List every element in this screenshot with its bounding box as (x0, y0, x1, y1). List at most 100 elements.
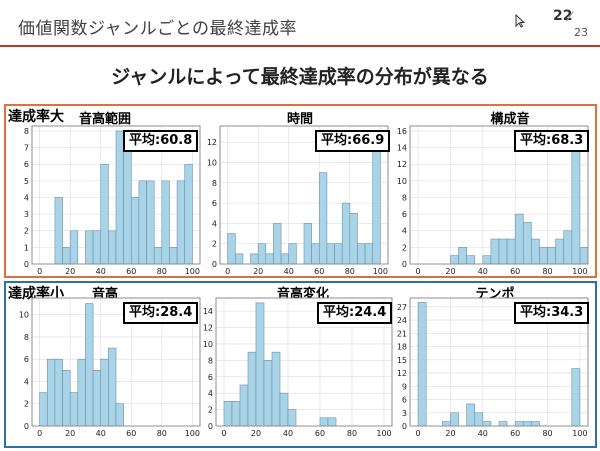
y-tick-label: 4 (24, 377, 29, 386)
y-tick-label: 12 (207, 138, 217, 147)
mouse-cursor-icon (515, 14, 525, 28)
x-tick-label: 40 (284, 267, 294, 276)
y-tick-label: 15 (397, 356, 407, 365)
x-tick-label: 60 (315, 429, 325, 438)
y-tick-label: 10 (19, 311, 29, 320)
y-tick-label: 8 (208, 356, 213, 365)
x-tick-label: 20 (65, 429, 75, 438)
x-tick-label: 20 (445, 429, 455, 438)
histogram-bar (287, 409, 297, 427)
x-tick-label: 20 (445, 267, 455, 276)
histogram-bar (506, 238, 516, 265)
plot-border (409, 125, 589, 265)
y-tick-label: 0 (24, 422, 29, 431)
histogram-bar (85, 303, 94, 427)
y-tick-label: 10 (203, 340, 213, 349)
histogram-bar (571, 368, 581, 427)
y-tick-label: 8 (24, 127, 29, 136)
x-tick-label: 0 (221, 429, 226, 438)
histogram-bar (318, 172, 328, 265)
histogram-bar (100, 163, 109, 265)
x-tick-label: 60 (510, 429, 520, 438)
histogram-bar (138, 180, 147, 265)
histogram-bar (326, 243, 335, 265)
y-tick-label: 2 (24, 400, 29, 409)
y-tick-label: 18 (397, 343, 407, 352)
histogram-bar (176, 180, 186, 265)
high-achievement-group (4, 104, 597, 278)
x-tick-label: 80 (157, 429, 167, 438)
title-rule (0, 45, 600, 47)
y-tick-label: 12 (203, 324, 213, 333)
x-tick-label: 100 (185, 429, 200, 438)
x-tick-label: 40 (96, 429, 106, 438)
y-tick-label: 4 (212, 219, 217, 228)
histogram-bar (442, 421, 451, 427)
y-tick-label: 6 (208, 373, 213, 382)
histogram-bar (92, 230, 102, 265)
histogram-bar (555, 238, 565, 265)
histogram-bar (257, 243, 267, 265)
histogram-bar (571, 139, 581, 265)
histogram-bar (169, 247, 178, 265)
histogram-bar (334, 243, 343, 265)
y-tick-label: 0 (402, 260, 407, 269)
histogram-bar (327, 417, 337, 427)
histogram-bar (255, 302, 265, 427)
x-tick-label: 100 (572, 267, 587, 276)
x-tick-label: 80 (347, 429, 357, 438)
y-tick-label: 7 (24, 144, 29, 153)
y-tick-label: 4 (24, 193, 29, 202)
x-tick-label: 40 (283, 429, 293, 438)
histogram-bar (498, 238, 508, 265)
y-tick-label: 3 (24, 210, 29, 219)
y-tick-label: 14 (203, 307, 213, 316)
y-tick-label: 8 (402, 193, 407, 202)
y-tick-label: 5 (24, 177, 29, 186)
histogram-bar (62, 370, 71, 427)
histogram-title: 構成音 (490, 112, 530, 127)
histogram-bar (482, 421, 492, 427)
histogram-bar (239, 384, 249, 427)
histogram-bar (514, 421, 524, 427)
histogram-bar (280, 253, 290, 265)
x-tick-label: 0 (416, 267, 421, 276)
histogram-bar (161, 180, 170, 265)
x-tick-label: 40 (96, 267, 106, 276)
histogram-bar (563, 230, 573, 265)
y-tick-label: 24 (397, 316, 407, 325)
histogram-bar (273, 223, 282, 265)
plot-border (409, 297, 589, 427)
histogram-bar (547, 247, 556, 265)
x-tick-label: 0 (416, 429, 421, 438)
histogram-bar (92, 370, 102, 427)
x-tick-label: 0 (37, 267, 42, 276)
x-tick-label: 20 (65, 267, 75, 276)
histogram-bar (108, 347, 117, 427)
histogram-bar (227, 233, 236, 265)
x-tick-label: 40 (478, 267, 488, 276)
y-tick-label: 8 (212, 179, 217, 188)
y-tick-label: 27 (397, 303, 407, 312)
histogram-bar (474, 412, 484, 427)
y-tick-label: 2 (208, 406, 213, 415)
plot-border (215, 297, 393, 427)
histogram-bar (303, 223, 312, 265)
x-tick-label: 80 (157, 267, 167, 276)
y-tick-label: 4 (402, 227, 407, 236)
histogram-bar (265, 253, 274, 265)
x-tick-label: 80 (345, 267, 355, 276)
histogram-bar (263, 360, 273, 427)
histogram-bar (231, 401, 241, 427)
x-tick-label: 20 (253, 267, 263, 276)
histogram-bar (184, 163, 193, 265)
histogram-bar (46, 358, 56, 427)
y-tick-label: 6 (402, 210, 407, 219)
histogram-bar (100, 358, 109, 427)
histogram-bar (153, 247, 163, 265)
y-tick-label: 3 (402, 409, 407, 418)
histogram-bar (319, 417, 329, 427)
histogram-bar (85, 230, 94, 265)
histogram-bar (349, 212, 358, 265)
y-tick-label: 12 (397, 369, 407, 378)
